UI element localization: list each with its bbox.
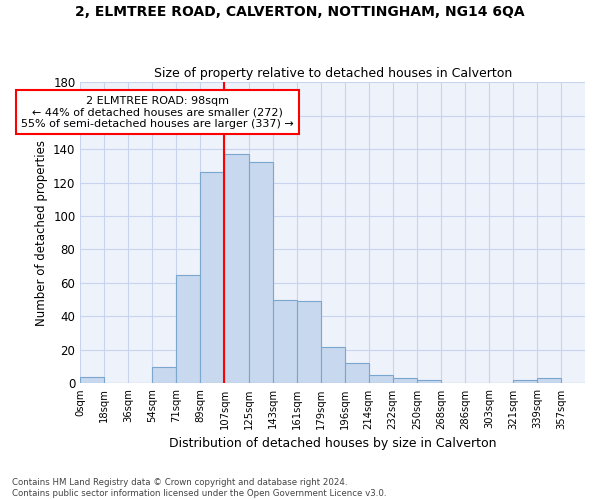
Text: 2 ELMTREE ROAD: 98sqm
← 44% of detached houses are smaller (272)
55% of semi-det: 2 ELMTREE ROAD: 98sqm ← 44% of detached … (21, 96, 294, 129)
Bar (176, 274, 200, 384)
Bar (224, 154, 248, 384)
Text: Contains HM Land Registry data © Crown copyright and database right 2024.
Contai: Contains HM Land Registry data © Crown c… (12, 478, 386, 498)
Bar (393, 378, 417, 384)
Bar (368, 375, 393, 384)
X-axis label: Distribution of detached houses by size in Calverton: Distribution of detached houses by size … (169, 437, 496, 450)
Bar (296, 302, 320, 384)
Text: 2, ELMTREE ROAD, CALVERTON, NOTTINGHAM, NG14 6QA: 2, ELMTREE ROAD, CALVERTON, NOTTINGHAM, … (75, 5, 525, 19)
Bar (200, 172, 224, 384)
Bar (320, 346, 344, 384)
Bar (272, 300, 296, 384)
Y-axis label: Number of detached properties: Number of detached properties (35, 140, 47, 326)
Bar (513, 380, 537, 384)
Bar (152, 366, 176, 384)
Bar (537, 378, 561, 384)
Bar (344, 364, 368, 384)
Title: Size of property relative to detached houses in Calverton: Size of property relative to detached ho… (154, 66, 512, 80)
Bar (248, 162, 272, 384)
Bar (80, 376, 104, 384)
Bar (417, 380, 441, 384)
